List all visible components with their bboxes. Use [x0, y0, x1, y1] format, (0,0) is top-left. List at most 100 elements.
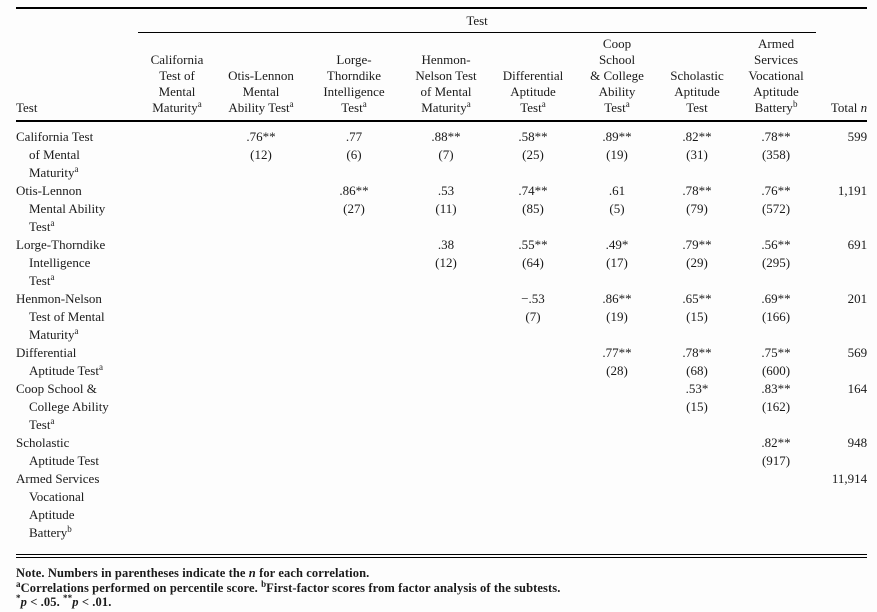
correlation-n: (6)	[346, 147, 362, 162]
total-n-cell: 201	[847, 291, 868, 306]
superscript-marker: a	[16, 578, 21, 589]
column-header-line: Ability Testa	[228, 99, 294, 116]
column-header: Scholastic Aptitude Test	[658, 32, 736, 122]
row-label-line: Henmon-Nelson	[16, 291, 102, 306]
row-label-line: Scholastic	[16, 435, 70, 450]
correlation-cell	[306, 236, 402, 290]
superscript-marker: a	[466, 99, 471, 109]
correlation-cell	[216, 380, 306, 434]
correlation-cell	[216, 434, 306, 470]
total-n-cell: 948	[847, 435, 868, 450]
table-row: Lorge-Thorndike Intelligence Testa .38 (12).…	[16, 236, 867, 290]
correlation-value: .82**	[761, 435, 791, 450]
correlation-cell: .78** (79)	[658, 182, 736, 236]
correlation-n: (5)	[609, 201, 625, 216]
correlation-cell	[576, 380, 658, 434]
correlation-value: .88**	[431, 129, 461, 144]
spanner-right-spacer	[816, 8, 867, 33]
correlation-cell: .78** (68)	[658, 344, 736, 380]
table-row: Differential Aptitude Testa .77** (28) .78**…	[16, 344, 867, 380]
test-spanner-header: Test	[138, 8, 817, 33]
column-header-line: Mental	[242, 84, 280, 99]
column-header-line: Armed	[758, 36, 795, 51]
superscript-marker: a	[197, 99, 202, 109]
correlation-n: (162)	[761, 399, 791, 414]
correlation-cell: .53 (11)	[402, 182, 490, 236]
correlation-cell: .76** (572)	[736, 182, 816, 236]
row-label-line: Testa	[29, 218, 55, 235]
row-label-line: Testa	[29, 272, 55, 289]
row-label-line: Maturitya	[29, 326, 79, 343]
correlation-value: .78**	[682, 345, 712, 360]
total-n-header: Total n	[816, 32, 868, 122]
footnote-text: Correlations performed on percentile sco…	[20, 580, 262, 595]
column-header-line: Services	[754, 52, 799, 67]
correlation-value: .56**	[761, 237, 791, 252]
correlation-n: (166)	[761, 309, 791, 324]
correlation-n: (572)	[761, 201, 791, 216]
row-label-line: Differential	[16, 345, 77, 360]
correlation-value: .78**	[761, 129, 791, 144]
row-label: Armed Services Vocational Aptitude Batteryb	[16, 470, 138, 556]
correlation-cell	[658, 434, 736, 470]
column-header-line: Coop	[602, 36, 632, 51]
correlation-n: (28)	[606, 363, 628, 378]
correlation-cell	[216, 344, 306, 380]
correlation-value: .78**	[682, 183, 712, 198]
correlation-cell: .61 (5)	[576, 182, 658, 236]
footnote-line: Note. Numbers in parentheses indicate th…	[16, 566, 867, 581]
column-header-line: Intelligence	[323, 84, 385, 99]
column-header-line: Testa	[520, 99, 546, 116]
total-n-cell: 599	[847, 129, 868, 144]
superscript-marker: a	[74, 326, 79, 336]
correlation-cell: .74** (85)	[490, 182, 576, 236]
column-header-line: Otis-Lennon	[228, 68, 294, 83]
correlation-n: (600)	[761, 363, 791, 378]
correlation-cell: .88** (7)	[402, 121, 490, 182]
superscript-marker: *	[16, 593, 21, 603]
total-n-cell: 569	[847, 345, 868, 360]
total-n-cell: 691	[847, 237, 868, 252]
correlation-n: (7)	[525, 309, 541, 324]
footnote-line: aCorrelations performed on percentile sc…	[16, 578, 867, 596]
superscript-marker: a	[541, 99, 546, 109]
correlation-cell: .82** (917)	[736, 434, 816, 470]
column-header: Differential Aptitude Testa	[490, 32, 576, 122]
column-header-line: Aptitude	[510, 84, 556, 99]
column-header: Henmon- Nelson Test of Mental Maturitya	[402, 32, 490, 122]
superscript-marker: a	[98, 362, 103, 372]
column-header: Otis-Lennon Mental Ability Testa	[216, 32, 306, 122]
correlation-cell	[138, 344, 216, 380]
column-header-line: Testa	[604, 99, 630, 116]
row-label: California Test of Mental Maturitya	[16, 121, 138, 182]
table-row: Armed Services Vocational Aptitude Batteryb…	[16, 470, 867, 556]
correlation-value: .79**	[682, 237, 712, 252]
correlation-n: (15)	[686, 309, 708, 324]
superscript-marker: a	[50, 272, 55, 282]
row-label: Coop School & College Ability Testa	[16, 380, 138, 434]
correlation-n: (29)	[686, 255, 708, 270]
correlation-cell	[138, 380, 216, 434]
table-row: Coop School & College Ability Testa .53* (15…	[16, 380, 867, 434]
correlation-cell	[138, 470, 216, 556]
column-header-line: Thorndike	[326, 68, 382, 83]
table-row: Otis-Lennon Mental Ability Testa .86** (27).…	[16, 182, 867, 236]
row-label-line: Lorge-Thorndike	[16, 237, 106, 252]
row-label-line: Vocational	[29, 489, 85, 504]
correlation-cell	[490, 470, 576, 556]
row-label-line: Batteryb	[29, 524, 72, 541]
column-header-line: Vocational	[748, 68, 804, 83]
correlation-cell	[216, 236, 306, 290]
correlation-value: .77**	[602, 345, 632, 360]
correlation-cell: .38 (12)	[402, 236, 490, 290]
correlation-cell	[402, 470, 490, 556]
correlation-cell	[138, 290, 216, 344]
column-header-line: Scholastic	[670, 68, 724, 83]
correlation-cell	[402, 380, 490, 434]
correlation-cell	[216, 470, 306, 556]
correlation-cell	[490, 434, 576, 470]
correlation-n: (64)	[522, 255, 544, 270]
spanner-left-spacer	[16, 8, 138, 33]
column-header-line: Test of	[159, 68, 195, 83]
